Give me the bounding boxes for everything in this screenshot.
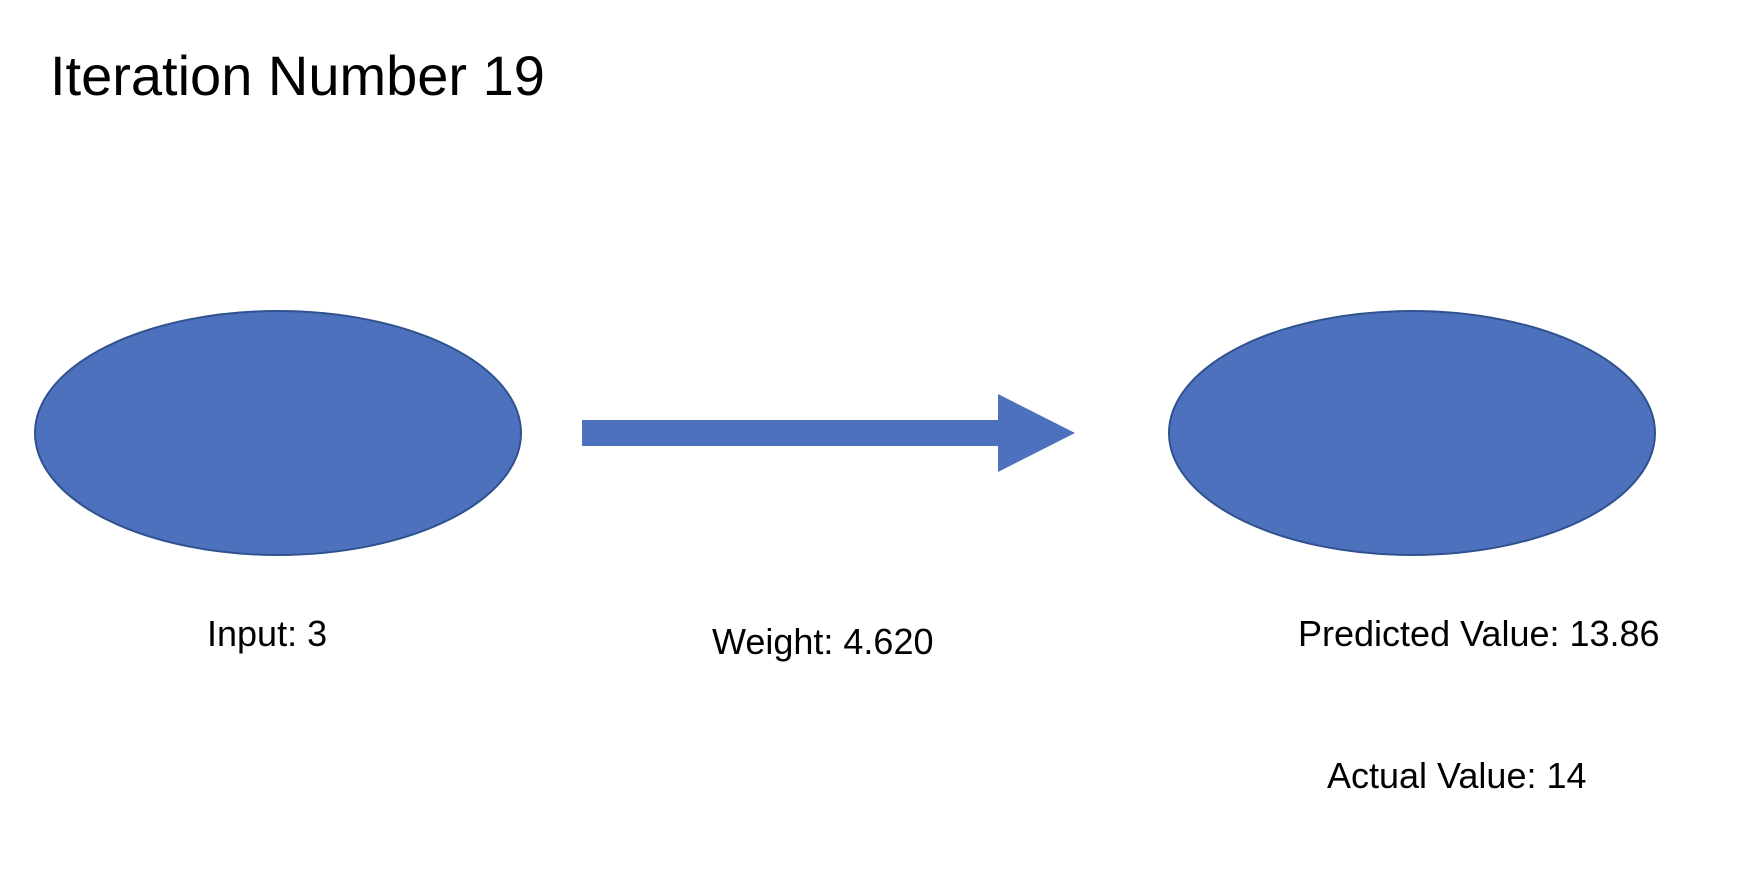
actual-value-label: Actual Value: 14 — [1327, 755, 1587, 796]
page-title: Iteration Number 19 — [50, 44, 545, 107]
weight-label: Weight: 4.620 — [712, 621, 934, 662]
weight-arrow — [582, 394, 1075, 472]
predicted-value-label: Predicted Value: 13.86 — [1298, 613, 1660, 654]
input-node — [34, 310, 522, 556]
input-label: Input: 3 — [207, 613, 328, 654]
output-node — [1168, 310, 1656, 556]
